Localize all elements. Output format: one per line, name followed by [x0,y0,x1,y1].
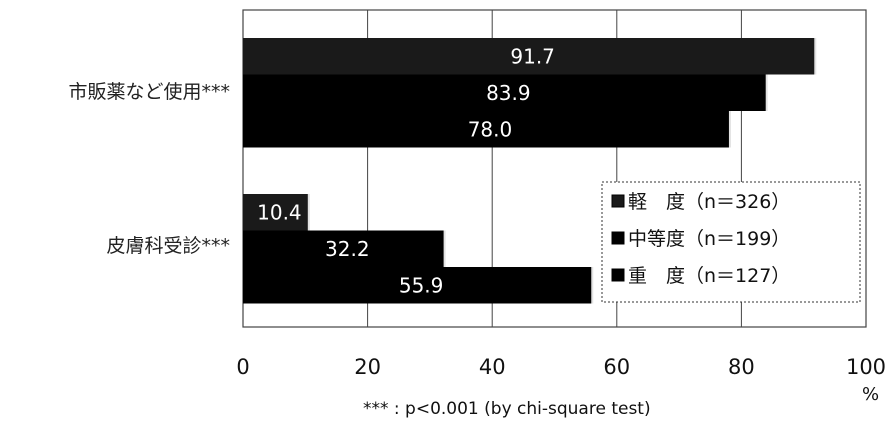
legend-label: 軽 度（n＝326） [628,191,790,213]
x-tick-label: 0 [236,355,249,379]
bar-0-0 [243,38,815,75]
significance-note: *** : p<0.001 (by chi-square test) [363,399,651,419]
x-tick-label: 40 [479,355,506,379]
bar-0-2 [243,111,729,148]
legend-swatch [611,231,625,245]
x-axis-unit: % [862,384,879,405]
category-label: 皮膚科受診*** [106,235,230,257]
x-tick-label: 100 [846,355,886,379]
bar-1-2 [243,267,592,304]
x-tick-label: 20 [354,355,381,379]
bar-labels: 91.7 83.9 78.0 10.4 32.2 55.9 [257,44,555,297]
bar-value-label: 32.2 [325,237,370,261]
bar-value-label: 91.7 [510,44,555,68]
bar-1-1 [243,230,444,267]
x-tick-label: 60 [603,355,630,379]
bar-1-0 [243,194,308,231]
legend: 軽 度（n＝326） 中等度（n＝199） 重 度（n＝127） [601,181,861,303]
bar-value-label: 83.9 [486,81,531,105]
legend-label: 中等度（n＝199） [628,228,790,250]
legend-label: 重 度（n＝127） [628,265,790,287]
x-tick-label: 80 [728,355,755,379]
bar-0-1 [243,74,766,111]
bar-value-label: 10.4 [257,200,302,224]
bar-value-label: 55.9 [399,273,444,297]
category-labels: 市販薬など使用*** 皮膚科受診*** [68,81,230,257]
legend-swatch [611,194,625,208]
category-label: 市販薬など使用*** [68,81,230,103]
legend-box [601,181,861,303]
bars [243,38,817,304]
bar-value-label: 78.0 [468,117,513,141]
x-tick-labels: 0 20 40 60 80 100 [236,355,886,379]
legend-swatch [611,268,625,282]
